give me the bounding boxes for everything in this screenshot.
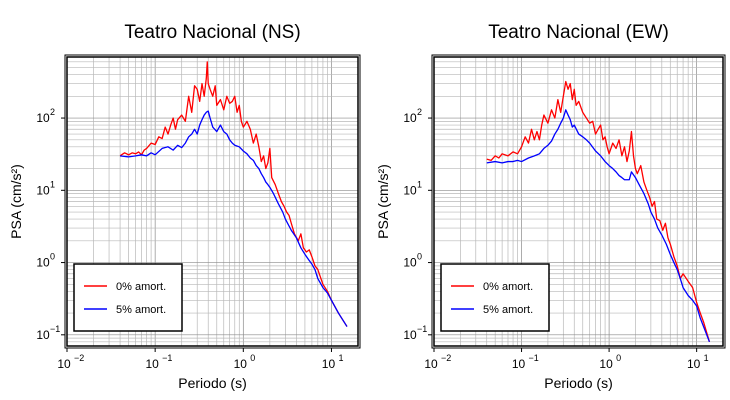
x-tick-exponent: 0 (616, 353, 621, 363)
chart-title: Teatro Nacional (EW) (488, 22, 669, 43)
x-tick-label: 10 (599, 357, 613, 371)
y-tick-exponent: 2 (417, 107, 422, 117)
x-tick-label: 10 (322, 357, 336, 371)
y-tick-exponent: 0 (50, 252, 55, 262)
y-tick-label: 10 (36, 111, 50, 125)
y-axis-label: PSA (cm/s²) (375, 164, 391, 239)
x-tick-exponent: 1 (338, 353, 343, 363)
y-tick-exponent: 0 (417, 252, 422, 262)
x-tick-exponent: −2 (441, 353, 451, 363)
legend-box (440, 263, 550, 332)
x-tick-exponent: 0 (250, 353, 255, 363)
x-tick-label: 10 (687, 357, 701, 371)
series-line (486, 80, 711, 342)
legend: 0% amort. 5% amort. (440, 263, 550, 332)
x-tick-exponent: −1 (162, 353, 172, 363)
x-tick-exponent: 1 (704, 353, 709, 363)
y-tick-exponent: −1 (417, 324, 427, 334)
series-line (486, 109, 711, 343)
y-tick-exponent: 1 (50, 179, 55, 189)
chart-title: Teatro Nacional (NS) (124, 22, 300, 43)
y-axis-label: PSA (cm/s²) (8, 164, 24, 239)
y-tick-label: 10 (36, 183, 50, 197)
legend-label: 5% amort. (116, 304, 166, 316)
y-tick-label: 10 (36, 328, 50, 342)
x-tick-label: 10 (424, 357, 438, 371)
frame-inner (66, 56, 359, 347)
x-tick-label: 10 (234, 357, 248, 371)
x-axis-label: Periodo (s) (178, 375, 246, 391)
x-axis-label: Periodo (s) (544, 375, 612, 391)
y-tick-exponent: 2 (50, 107, 55, 117)
y-tick-exponent: 1 (417, 179, 422, 189)
legend: 0% amort. 5% amort. (73, 263, 183, 332)
x-tick-label: 10 (512, 357, 526, 371)
y-tick-label: 10 (403, 183, 417, 197)
y-tick-label: 10 (36, 256, 50, 270)
x-tick-exponent: −2 (74, 353, 84, 363)
y-tick-exponent: −1 (50, 324, 60, 334)
frame-outer (64, 54, 361, 349)
frame-inner (433, 56, 724, 347)
legend-label: 0% amort. (483, 281, 533, 293)
legend-label: 0% amort. (116, 281, 166, 293)
x-tick-label: 10 (145, 357, 159, 371)
y-tick-label: 10 (403, 328, 417, 342)
x-tick-exponent: −1 (529, 353, 539, 363)
y-tick-label: 10 (403, 111, 417, 125)
legend-box (73, 263, 183, 332)
frame-outer (431, 54, 726, 349)
x-tick-label: 10 (57, 357, 71, 371)
legend-label: 5% amort. (483, 304, 533, 316)
y-tick-label: 10 (403, 256, 417, 270)
series-line (119, 110, 348, 327)
